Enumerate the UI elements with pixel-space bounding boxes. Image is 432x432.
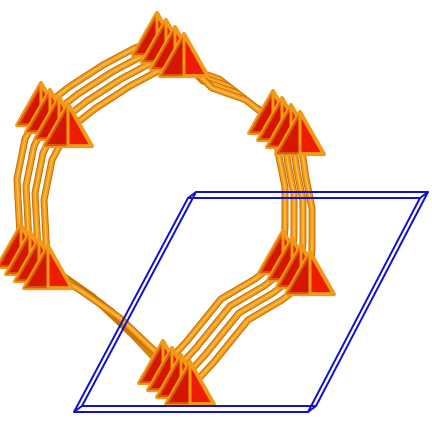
unit-cell-edge xyxy=(419,191,429,199)
unit-cell-outline xyxy=(73,191,429,413)
tetrahedron-shade xyxy=(24,246,48,289)
bond-network xyxy=(13,35,316,392)
tetrahedron-shade xyxy=(166,362,190,405)
tetrahedron xyxy=(22,244,74,291)
unit-cell-edge xyxy=(187,191,197,199)
tetrahedron xyxy=(164,360,216,407)
tetrahedron-shade xyxy=(160,34,184,77)
tetrahedron-shade xyxy=(286,252,310,295)
unit-cell-edge xyxy=(73,405,83,413)
tetrahedron-shade xyxy=(276,112,300,155)
tetrahedron xyxy=(284,250,336,297)
tetrahedron xyxy=(158,32,210,79)
tetrahedra-group xyxy=(0,11,336,407)
tetrahedron xyxy=(42,102,94,149)
unit-cell-edge xyxy=(307,405,317,413)
tetrahedron xyxy=(274,110,326,157)
tetrahedron-shade xyxy=(44,104,68,147)
